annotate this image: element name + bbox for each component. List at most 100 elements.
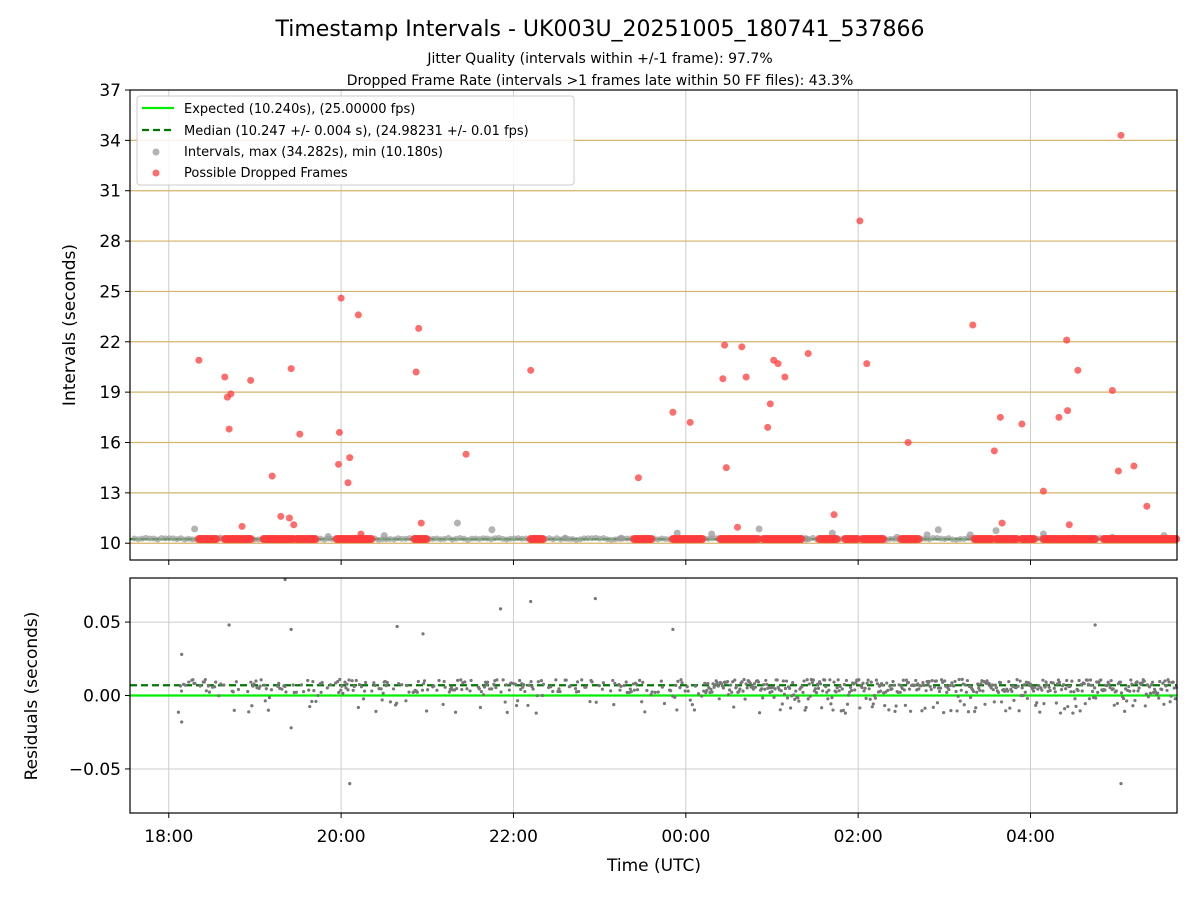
- residual-point: [442, 679, 446, 684]
- dropped-frame-point: [412, 368, 420, 376]
- interval-point: [708, 530, 716, 538]
- residual-point: [797, 699, 801, 703]
- residual-point: [198, 684, 202, 688]
- interval-point: [923, 531, 931, 539]
- residual-point: [679, 678, 683, 682]
- residual-point: [258, 684, 262, 688]
- residual-point: [870, 705, 874, 709]
- residual-point: [1147, 685, 1152, 689]
- residual-point: [844, 678, 849, 683]
- residual-point: [1043, 685, 1047, 689]
- residual-point: [405, 683, 409, 688]
- residual-point: [370, 689, 374, 693]
- residual-point: [705, 688, 709, 692]
- dropped-frame-point: [742, 373, 750, 381]
- residual-point: [328, 683, 333, 687]
- residual-point: [843, 711, 848, 715]
- residual-point: [966, 710, 971, 714]
- legend-box: [136, 95, 575, 186]
- residual-point: [503, 700, 507, 704]
- residual-point: [782, 692, 786, 696]
- residual-point: [785, 696, 790, 700]
- residual-point: [518, 678, 522, 683]
- dropped-frame-point: [698, 535, 707, 544]
- residual-point: [425, 709, 429, 713]
- intervals-ytick-label: 16: [99, 434, 121, 454]
- dropped-frame-point: [354, 311, 362, 319]
- dropped-frame-point: [766, 400, 774, 408]
- residual-point: [834, 690, 838, 694]
- residual-point: [249, 680, 253, 684]
- dropped-frame-point: [996, 413, 1004, 421]
- dropped-frame-point: [195, 356, 203, 364]
- residual-point: [748, 681, 752, 685]
- residual-point: [1165, 688, 1169, 693]
- residual-point: [1071, 711, 1075, 715]
- residual-point: [868, 697, 872, 701]
- residual-point: [308, 704, 312, 709]
- residual-point: [437, 678, 441, 683]
- residual-point: [906, 680, 911, 685]
- residuals-y-ticks: −0.05 0.00 0.05: [69, 613, 130, 780]
- residual-point: [760, 687, 764, 691]
- residual-point: [267, 696, 272, 700]
- residual-point: [280, 687, 284, 691]
- residual-point: [872, 693, 876, 698]
- dropped-frame-point: [538, 535, 547, 544]
- residual-point: [1066, 704, 1070, 709]
- residual-point: [902, 688, 906, 692]
- dropped-frame-point: [774, 360, 782, 368]
- residual-point: [881, 683, 885, 687]
- residual-point: [926, 682, 930, 686]
- residual-point: [600, 687, 604, 691]
- residual-point: [362, 689, 367, 693]
- residual-point: [827, 688, 831, 692]
- residual-point: [784, 679, 789, 683]
- residual-point: [611, 678, 615, 683]
- residual-point: [764, 678, 768, 683]
- residual-point: [696, 692, 701, 696]
- residual-point: [624, 680, 628, 684]
- interval-point: [673, 529, 681, 537]
- residual-point: [494, 685, 498, 690]
- residual-point: [787, 686, 792, 690]
- residual-point: [1108, 686, 1112, 690]
- residual-point: [857, 678, 861, 682]
- residual-point: [338, 677, 342, 682]
- residual-point: [1041, 678, 1045, 682]
- residual-point: [1145, 683, 1149, 687]
- residual-point: [1119, 691, 1124, 695]
- residual-point: [796, 696, 800, 700]
- residual-point: [744, 682, 748, 686]
- residual-point: [490, 687, 494, 691]
- dropped-frame-point: [686, 418, 694, 426]
- residual-point: [762, 682, 766, 687]
- residual-point: [499, 690, 503, 694]
- residual-point: [888, 684, 892, 688]
- residual-point: [733, 678, 737, 682]
- residual-point: [866, 678, 870, 682]
- intervals-y-axis-label: Intervals (seconds): [60, 244, 80, 406]
- residual-point: [715, 681, 719, 685]
- residual-point: [1083, 701, 1087, 706]
- residual-point: [1063, 707, 1067, 711]
- residual-point: [921, 681, 925, 685]
- residual-point: [891, 679, 895, 684]
- residual-point: [346, 688, 350, 692]
- residual-point: [810, 680, 814, 685]
- residual-point: [301, 689, 306, 694]
- dropped-frame-point: [879, 535, 888, 544]
- intervals-ytick-label: 10: [99, 534, 121, 554]
- residual-point: [996, 690, 1001, 694]
- residual-point: [1006, 689, 1010, 693]
- residual-point: [363, 680, 368, 685]
- residual-point: [1086, 682, 1091, 686]
- residual-point: [176, 710, 181, 714]
- intervals-y-ticks: 10 13 16 19 22 25 28 31 34 37: [99, 81, 130, 554]
- residual-point: [818, 682, 823, 686]
- interval-point: [488, 526, 496, 534]
- intervals-x-ticks: [168, 560, 1032, 565]
- residual-point: [850, 688, 854, 693]
- residual-point: [1135, 680, 1139, 684]
- residual-point: [939, 678, 944, 682]
